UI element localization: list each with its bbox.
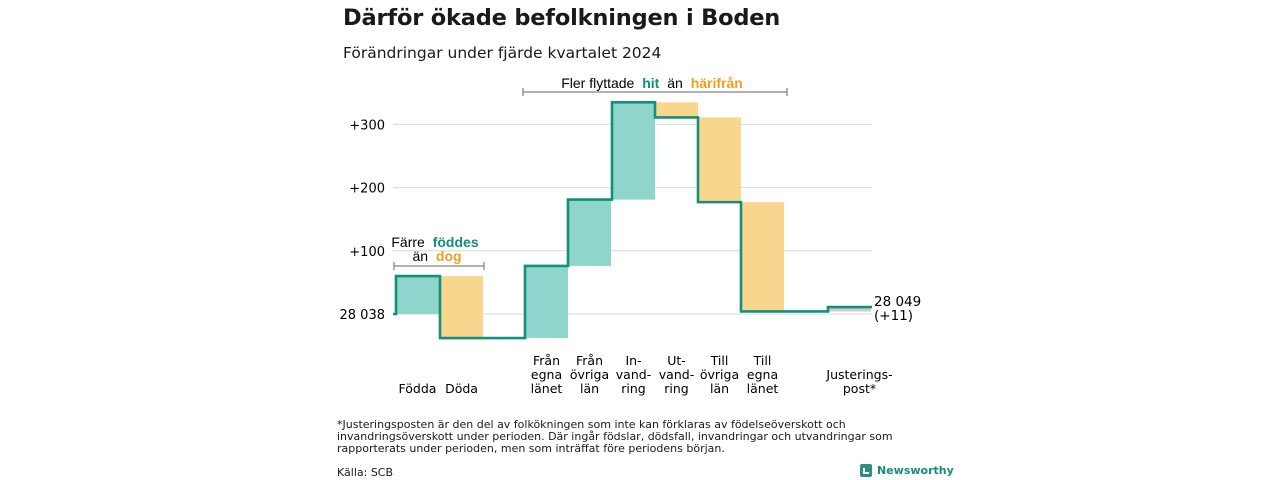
- annotation-born-prefix: Färre: [391, 234, 425, 250]
- step-line: [393, 100, 872, 340]
- annotation-moved-mid: än: [667, 75, 683, 91]
- page-title: Därför ökade befolkningen i Boden: [343, 5, 781, 31]
- waterfall-bar: [741, 202, 784, 312]
- y-tick-label-base: 28 038: [340, 308, 386, 323]
- y-tick-label: +100: [349, 245, 385, 260]
- waterfall-chart: 28 038+100+200+300 Födda DödaFrånegnaläne…: [340, 75, 922, 396]
- x-tick-label: egna: [531, 367, 562, 382]
- x-tick-label: län: [580, 381, 599, 396]
- page-subtitle: Förändringar under fjärde kvartalet 2024: [343, 44, 662, 62]
- x-tick-label: post*: [843, 381, 876, 396]
- x-tick-label: övriga: [570, 367, 609, 382]
- brand-chart-icon: [860, 464, 872, 477]
- y-tick-label: +300: [349, 118, 385, 133]
- step-line-path: [393, 100, 872, 340]
- annotation-moved: Fler flyttade hit än härifrån: [522, 75, 788, 96]
- x-tick-label: egna: [747, 367, 778, 382]
- x-axis-labels: Födda DödaFrånegnalänetFrånövrigalänIn-va…: [399, 353, 893, 396]
- x-tick-label: Till: [753, 353, 772, 368]
- annotation-born-highlight2: dog: [436, 248, 462, 264]
- x-tick-label: övriga: [700, 367, 739, 382]
- x-tick-label: länet: [531, 381, 563, 396]
- waterfall-bar: [525, 265, 568, 339]
- brand-logo: Newsworthy: [860, 464, 954, 477]
- footnote: *Justeringsposten är den del av folkökni…: [337, 418, 893, 455]
- waterfall-bar: [440, 276, 483, 339]
- annotation-born: Färre föddes än dog: [391, 234, 485, 270]
- annotation-moved-highlight2: härifrån: [691, 75, 743, 91]
- end-value: 28 049: [874, 294, 921, 310]
- x-tick-label: Till: [710, 353, 729, 368]
- annotation-born-highlight: föddes: [433, 234, 479, 250]
- y-axis-labels: 28 038 +100 +200 +300: [340, 118, 386, 323]
- annotation-born-line2: än: [412, 248, 428, 264]
- x-tick-label: In-: [625, 353, 641, 368]
- source-label: Källa: SCB: [337, 466, 394, 479]
- x-tick-label: Födda: [399, 381, 437, 396]
- x-tick-label: vand-: [659, 367, 694, 382]
- waterfall-bar: [698, 117, 741, 203]
- svg-text:än dog: än dog: [412, 248, 461, 264]
- end-value-label: 28 049 (+11): [874, 294, 921, 324]
- x-tick-label: Från: [576, 353, 603, 368]
- brand-name: Newsworthy: [877, 464, 954, 477]
- x-tick-label: Från: [533, 353, 560, 368]
- svg-text:Fler flyttade hit: Fler flyttade hit än härifrån: [561, 75, 743, 91]
- bars: [396, 102, 871, 339]
- x-tick-label: ring: [621, 381, 645, 396]
- x-tick-label: Döda: [445, 381, 478, 396]
- x-tick-label: ring: [664, 381, 688, 396]
- x-tick-label: Ut-: [667, 353, 686, 368]
- x-tick-label: vand-: [616, 367, 651, 382]
- x-tick-label: län: [710, 381, 729, 396]
- annotation-moved-highlight: hit: [642, 75, 659, 91]
- waterfall-bar: [655, 102, 698, 118]
- end-change: (+11): [874, 308, 913, 324]
- x-tick-label: länet: [747, 381, 779, 396]
- waterfall-bar: [396, 276, 439, 314]
- waterfall-bar: [568, 199, 611, 266]
- svg-text:Färre föddes: Färre föddes: [391, 234, 478, 250]
- y-tick-label: +200: [349, 182, 385, 197]
- x-tick-label: Justerings-: [825, 367, 892, 382]
- annotation-moved-prefix: Fler flyttade: [561, 75, 634, 91]
- waterfall-bar: [828, 307, 871, 312]
- waterfall-bar: [612, 102, 655, 200]
- annotations: Färre föddes än dog Fler flyttade hit än…: [391, 75, 788, 270]
